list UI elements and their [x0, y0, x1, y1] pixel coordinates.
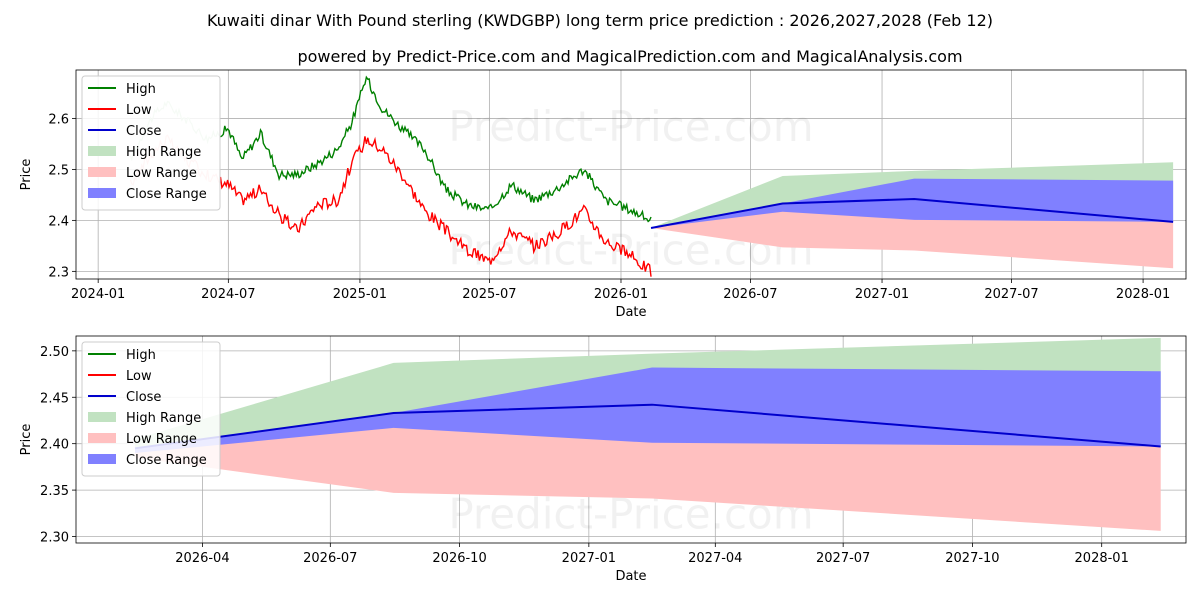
y-tick-label: 2.40 [40, 438, 69, 453]
legend-entry: Low Range [126, 166, 197, 181]
y-tick-label: 2.50 [40, 345, 69, 360]
legend-swatch [88, 433, 116, 443]
close-range-band [651, 178, 1174, 229]
plot-area [134, 337, 1161, 531]
chart-subtitle: powered by Predict-Price.com and Magical… [297, 47, 962, 66]
legend-entry: Close Range [126, 187, 207, 202]
axes-frame [75, 69, 1187, 280]
y-tick-label: 2.3 [48, 265, 69, 280]
x-tick-label: 2026-04 [175, 551, 229, 566]
x-tick-label: 2028-01 [1116, 287, 1170, 302]
x-tick-label: 2027-01 [855, 287, 909, 302]
legend-entry: High [126, 348, 156, 363]
x-tick-label: 2026-01 [594, 287, 648, 302]
legend-swatch [88, 412, 116, 422]
y-tick-label: 2.4 [48, 214, 69, 229]
legend-entry: Close Range [126, 453, 207, 468]
legend-entry: Low Range [126, 432, 197, 447]
x-tick-label: 2027-07 [816, 551, 870, 566]
close-range-band [135, 367, 1161, 453]
x-tick-label: 2028-01 [1075, 551, 1129, 566]
close-forecast-line [134, 403, 1161, 450]
x-axis-label: Date [615, 569, 646, 584]
x-tick-label: 2025-01 [333, 287, 387, 302]
y-tick-label: 2.5 [48, 163, 69, 178]
legend-swatch [88, 167, 116, 177]
forecast-zoom-chart-panel: 2026-04 2026-07 2026-10 2027-01 2027-04 2027-… [19, 335, 1187, 584]
legend-swatch [88, 188, 116, 198]
x-tick-label: 2026-07 [303, 551, 357, 566]
y-tick-label: 2.35 [40, 484, 69, 499]
x-tick-label: 2027-04 [688, 551, 742, 566]
x-tick-label: 2024-01 [71, 287, 125, 302]
x-tick-label: 2027-07 [984, 287, 1038, 302]
axes-frame [75, 335, 1187, 544]
low-series-line [219, 136, 652, 277]
legend-entry: High Range [126, 145, 201, 160]
high-series-line [220, 75, 652, 223]
long-term-chart-panel: 2024-01 2024-07 2025-01 2025-07 2026-01 2026-… [19, 69, 1187, 320]
legend-box [81, 75, 221, 211]
x-tick-label: 2026-10 [432, 551, 486, 566]
legend-entry: High Range [126, 411, 201, 426]
x-tick-label: 2027-10 [945, 551, 999, 566]
legend-entry: Low [126, 369, 152, 384]
x-axis-label: Date [615, 305, 646, 320]
watermark: Predict-Price.com [448, 102, 813, 151]
legend-box [81, 341, 221, 477]
y-tick-label: 2.6 [48, 112, 69, 127]
x-tick-label: 2026-07 [723, 287, 777, 302]
legend-swatch [88, 454, 116, 464]
chart-title: Kuwaiti dinar With Pound sterling (KWDGB… [207, 11, 993, 30]
close-forecast-line [650, 197, 1174, 230]
legend-entry: High [126, 82, 156, 97]
plot-area [129, 75, 1174, 277]
y-axis-label: Price [19, 424, 34, 456]
y-axis-label: Price [19, 159, 34, 191]
y-tick-label: 2.45 [40, 391, 69, 406]
legend-entry: Close [126, 124, 161, 139]
x-tick-label: 2024-07 [201, 287, 255, 302]
legend-entry: Close [126, 390, 161, 405]
x-tick-label: 2025-07 [462, 287, 516, 302]
legend-entry: Low [126, 103, 152, 118]
y-tick-label: 2.30 [40, 531, 69, 546]
legend-swatch [88, 146, 116, 156]
x-tick-label: 2027-01 [562, 551, 616, 566]
